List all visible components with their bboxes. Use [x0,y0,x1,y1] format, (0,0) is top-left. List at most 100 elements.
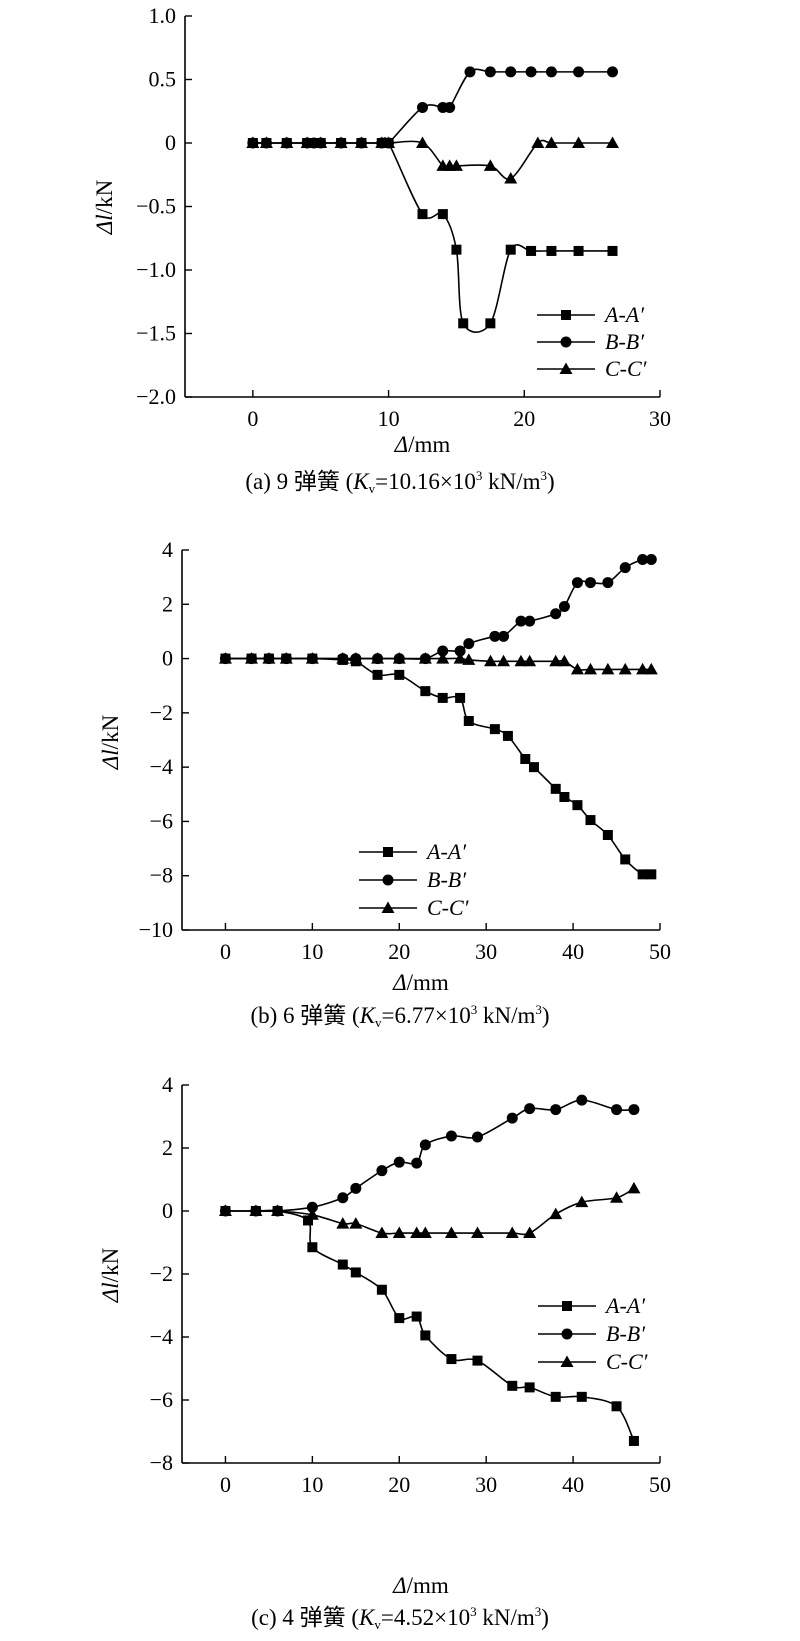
data-point [314,136,328,148]
legend-marker [383,847,393,857]
data-point [350,1267,361,1278]
data-point [644,662,658,675]
data-point [446,1354,457,1365]
data-point [410,1226,424,1239]
legend: A-A′B-B′C-C′ [537,302,648,381]
data-point [279,652,293,664]
series-line [225,558,652,660]
data-point [371,652,385,664]
caption-unit-exponent: 3 [535,1002,542,1017]
data-point [573,66,585,78]
y-tick-label: −4 [150,1324,173,1349]
caption-equals: =6.77×10 [381,1003,471,1028]
data-point [523,1226,537,1239]
data-point [549,654,563,667]
data-point [464,66,476,78]
y-tick-label: −1.0 [136,257,176,282]
series-2 [219,554,657,665]
legend-label: A-A′ [425,839,467,864]
y-tick-label: −6 [150,808,173,833]
legend-label: B-B′ [605,329,645,354]
legend: A-A′B-B′C-C′ [359,839,470,920]
data-point [502,730,513,741]
data-point [303,1215,314,1226]
data-point [619,562,631,574]
data-point [628,1104,640,1116]
y-tick-label: 0 [165,130,176,155]
data-point [437,645,449,657]
data-point [575,1195,589,1208]
y-tick-label: 0.5 [149,67,177,92]
data-point [546,245,557,256]
data-point [463,638,475,650]
data-point [354,136,368,148]
data-point [416,136,429,148]
caption-subscript: v [374,1617,381,1632]
data-point [419,1139,431,1151]
data-point [498,630,510,642]
data-point [334,136,348,148]
data-point [636,662,650,675]
x-axis-title: Δ/mm [392,1573,449,1598]
x-tick-label: 10 [301,1472,323,1497]
data-point [526,245,537,256]
caption-subscript: v [368,481,376,496]
data-point [531,136,545,148]
caption-a: (a) 9 弹簧 (Kv=10.16×103 kN/m3) [0,462,800,496]
data-point [445,1130,457,1142]
y-tick-label: −10 [139,917,173,942]
series-3 [218,652,658,675]
data-point [504,172,518,184]
caption-c: (c) 4 弹簧 (Kv=4.52×103 kN/m3) [0,1598,800,1632]
data-point [515,615,527,627]
data-point [376,1165,388,1177]
data-point [484,654,498,667]
legend-marker [382,874,394,886]
data-point [245,652,259,664]
data-point [246,136,260,148]
data-point [571,577,583,589]
x-tick-label: 0 [220,1472,231,1497]
x-axis-title: Δ/mm [392,970,449,995]
data-point [418,652,432,664]
data-point [451,244,462,255]
data-point [280,136,294,148]
data-point [602,830,613,840]
series-line [225,1209,635,1442]
data-point [607,66,618,78]
data-point [572,800,583,811]
data-point [558,600,570,612]
data-point [524,1382,535,1393]
data-point [584,577,596,589]
y-axis-title: Δl/kN [98,714,123,770]
caption-exponent: 3 [470,1604,477,1619]
data-point [611,1104,623,1116]
legend-marker [381,901,395,913]
data-point [483,159,497,171]
data-point [382,136,396,148]
x-tick-label: 30 [475,939,497,964]
caption-equals: =10.16×10 [375,469,476,494]
data-point [484,66,496,78]
data-point [620,854,631,865]
y-tick-label: 0 [162,1198,173,1223]
series-3 [218,1181,641,1239]
y-tick-label: −8 [150,1450,173,1475]
chart-c: 420−2−4−6−80 10 20 30 40 50Δ/mmΔl/kNA-A′B-B′C… [98,1072,671,1598]
data-point [463,716,474,726]
data-point [454,645,466,657]
data-point [306,1201,318,1213]
data-point [549,1207,563,1220]
chart-panel-a: 1.0 0.5 0 −0.5 −1.0 −1.5 −2.0 0 10 20 30 Δ/mm Δl/kN A… [0,0,800,500]
y-tick-label: 4 [162,1072,173,1097]
data-point [544,136,558,148]
y-axis-title: Δl/kN [98,1247,123,1303]
data-point [418,1226,432,1239]
data-point [349,1217,363,1229]
data-point [523,654,537,667]
x-tick-label: 20 [388,1472,410,1497]
data-point [392,652,406,664]
data-point [462,653,476,665]
caption-equals: =4.52×10 [380,1605,471,1630]
data-point [506,1112,518,1124]
